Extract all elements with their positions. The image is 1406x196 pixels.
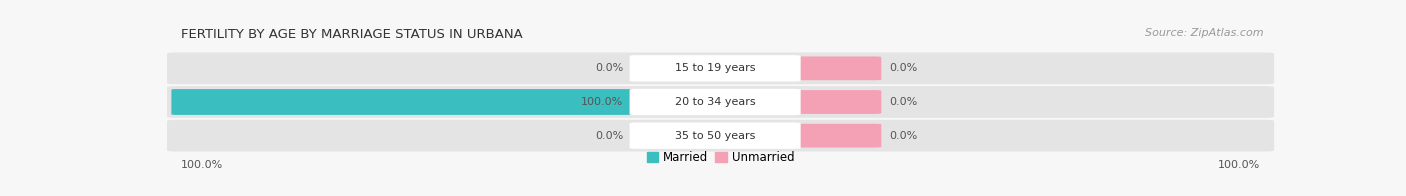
Text: 100.0%: 100.0% — [181, 160, 224, 170]
FancyBboxPatch shape — [630, 55, 800, 82]
FancyBboxPatch shape — [789, 124, 882, 148]
Text: FERTILITY BY AGE BY MARRIAGE STATUS IN URBANA: FERTILITY BY AGE BY MARRIAGE STATUS IN U… — [181, 28, 523, 41]
Text: 35 to 50 years: 35 to 50 years — [675, 131, 755, 141]
Text: 0.0%: 0.0% — [595, 131, 623, 141]
FancyBboxPatch shape — [167, 53, 1274, 84]
Text: 100.0%: 100.0% — [1218, 160, 1260, 170]
Text: 20 to 34 years: 20 to 34 years — [675, 97, 755, 107]
FancyBboxPatch shape — [630, 89, 800, 115]
FancyBboxPatch shape — [789, 56, 882, 80]
FancyBboxPatch shape — [167, 120, 1274, 152]
Legend: Married, Unmarried: Married, Unmarried — [643, 146, 799, 169]
Text: 0.0%: 0.0% — [889, 63, 917, 73]
Text: 15 to 19 years: 15 to 19 years — [675, 63, 755, 73]
Text: Source: ZipAtlas.com: Source: ZipAtlas.com — [1144, 28, 1263, 38]
Text: 0.0%: 0.0% — [889, 97, 917, 107]
FancyBboxPatch shape — [630, 122, 800, 149]
FancyBboxPatch shape — [167, 86, 1274, 118]
Text: 100.0%: 100.0% — [581, 97, 623, 107]
FancyBboxPatch shape — [789, 90, 882, 114]
FancyBboxPatch shape — [172, 89, 720, 115]
Text: 0.0%: 0.0% — [595, 63, 623, 73]
Text: 0.0%: 0.0% — [889, 131, 917, 141]
